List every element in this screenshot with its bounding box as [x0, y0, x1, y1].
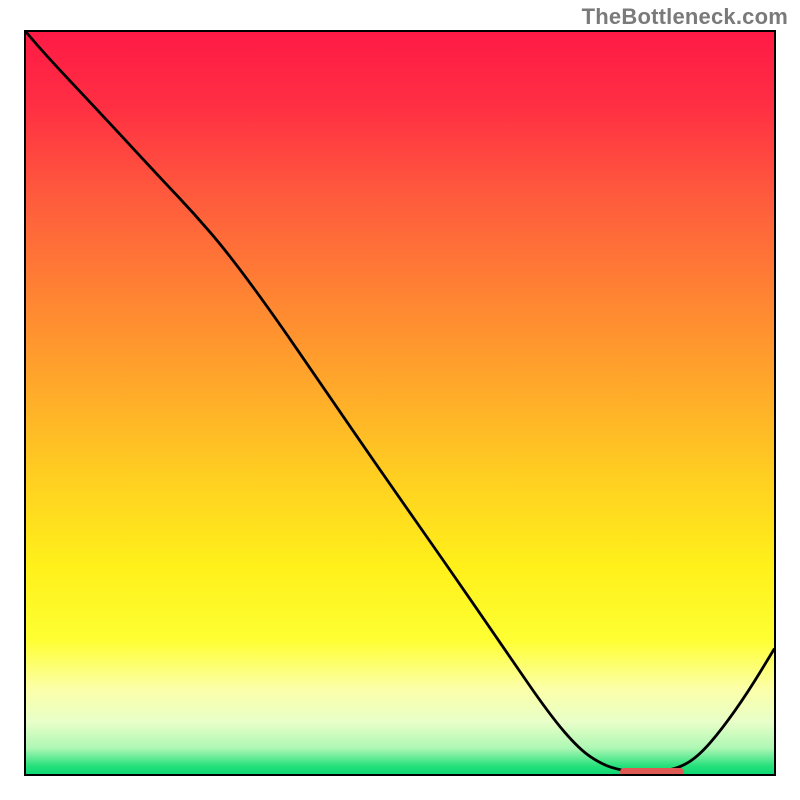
watermark-text: TheBottleneck.com — [582, 4, 788, 30]
chart-container: TheBottleneck.com — [0, 0, 800, 800]
plot-area — [24, 30, 776, 776]
chart-svg — [26, 32, 774, 774]
bottleneck-curve-path — [26, 32, 774, 772]
optimal-range-bar — [620, 768, 684, 776]
